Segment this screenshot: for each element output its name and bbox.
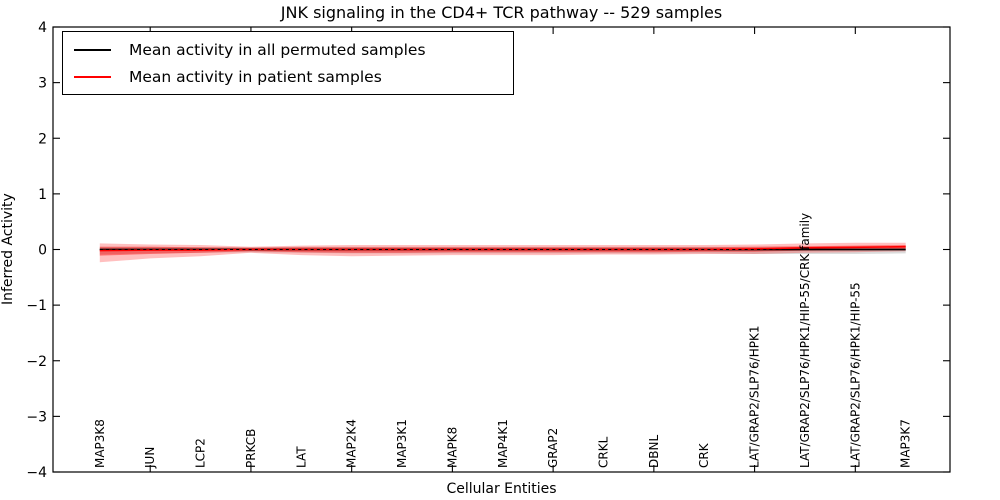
- permuted-line-swatch: [74, 48, 111, 51]
- entity-label: JUN: [143, 447, 157, 469]
- patient-band-outer: [99, 242, 906, 263]
- y-tick-label: −3: [26, 409, 47, 425]
- legend-label-permuted: Mean activity in all permuted samples: [129, 40, 426, 59]
- y-tick-label: −4: [26, 465, 47, 481]
- entity-label: LAT/GRAP2/SLP76/HPK1/HIP-55: [848, 282, 862, 468]
- entity-label: GRAP2: [546, 428, 560, 468]
- entity-label: PRKCB: [244, 429, 258, 468]
- patient-mean-line: [99, 245, 906, 252]
- x-axis-label: Cellular Entities: [446, 481, 557, 497]
- y-tick-label: 1: [38, 187, 47, 203]
- y-tick-label: 4: [38, 20, 47, 36]
- y-tick-label: −1: [26, 298, 47, 314]
- entity-label: MAP4K1: [496, 419, 510, 468]
- legend-label-patient: Mean activity in patient samples: [129, 67, 382, 86]
- entity-label: MAPK8: [445, 427, 459, 468]
- entity-label: LAT: [294, 446, 308, 468]
- y-tick-label: 0: [38, 243, 47, 259]
- entity-label: LAT/GRAP2/SLP76/HPK1: [748, 326, 762, 469]
- legend-item-permuted: Mean activity in all permuted samples: [74, 37, 513, 63]
- entity-label: CRK: [697, 442, 711, 468]
- entity-label: LCP2: [194, 438, 208, 468]
- legend: Mean activity in all permuted samples Me…: [62, 31, 514, 95]
- entity-label: MAP3K7: [899, 419, 913, 468]
- patient-line-swatch: [74, 75, 111, 78]
- y-tick-label: −2: [26, 354, 47, 370]
- entity-label: CRKL: [596, 436, 610, 468]
- entity-label: LAT/GRAP2/SLP76/HPK1/HIP-55/CRK family: [798, 213, 812, 468]
- entity-label: MAP3K8: [93, 419, 107, 468]
- y-tick-label: 3: [38, 76, 47, 92]
- entity-label: MAP2K4: [345, 419, 359, 468]
- entity-label: DBNL: [647, 435, 661, 468]
- entity-label: MAP3K1: [395, 419, 409, 468]
- chart-title: JNK signaling in the CD4+ TCR pathway --…: [280, 3, 723, 22]
- y-tick-label: 2: [38, 131, 47, 147]
- legend-item-patient: Mean activity in patient samples: [74, 64, 513, 90]
